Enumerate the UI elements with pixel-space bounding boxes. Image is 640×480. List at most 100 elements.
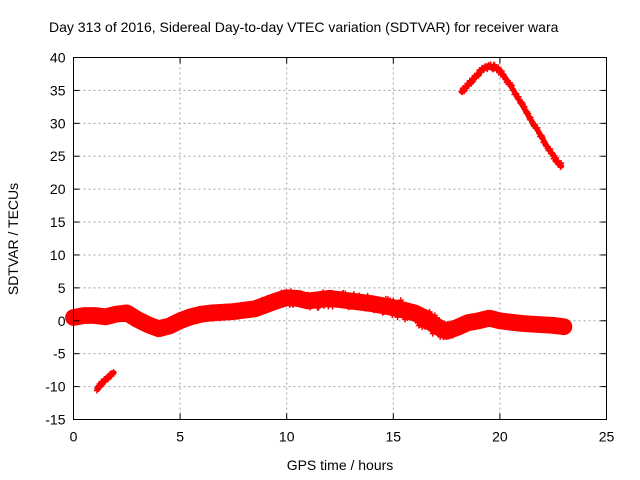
data-point <box>534 124 541 131</box>
data-point <box>519 318 526 325</box>
y-tick-label: 5 <box>58 280 66 296</box>
series-2 <box>458 61 565 171</box>
data-point <box>278 289 285 296</box>
data-point <box>455 326 462 333</box>
data-point <box>277 297 284 304</box>
data-point <box>547 146 554 153</box>
data-point <box>521 104 528 111</box>
y-tick-label: 40 <box>50 50 66 66</box>
data-point <box>556 325 563 332</box>
y-axis-label: SDTVAR / TECUs <box>5 183 21 295</box>
y-tick-label: 30 <box>50 115 66 131</box>
data-point <box>505 317 512 324</box>
data-point <box>416 312 423 319</box>
data-point <box>328 289 335 296</box>
data-point <box>420 311 427 318</box>
data-point <box>146 325 153 332</box>
data-point <box>377 300 384 307</box>
data-point <box>396 309 403 316</box>
data-point <box>350 291 357 298</box>
data-point <box>165 319 172 326</box>
data-point <box>105 309 112 316</box>
data-point <box>275 303 282 310</box>
data-point <box>142 322 149 329</box>
data-point <box>543 325 550 332</box>
data-point <box>109 313 116 320</box>
data-point <box>558 159 565 166</box>
data-point <box>242 308 249 315</box>
data-point <box>302 299 309 306</box>
data-point <box>227 310 234 317</box>
data-point <box>91 315 98 322</box>
data-point <box>267 301 274 308</box>
data-point <box>372 303 379 310</box>
data-point <box>305 291 312 298</box>
y-tick-label: 15 <box>50 214 66 230</box>
data-point <box>206 306 213 313</box>
data-point <box>554 320 561 327</box>
data-point <box>334 292 341 299</box>
data-point <box>241 306 248 313</box>
data-point <box>264 294 271 301</box>
data-point <box>285 297 292 304</box>
data-point <box>364 292 371 299</box>
data-point <box>329 303 336 310</box>
data-point <box>262 302 269 309</box>
data-point <box>422 323 429 330</box>
data-point <box>343 292 350 299</box>
data-point <box>82 310 89 317</box>
x-tick-label: 0 <box>70 429 78 445</box>
data-point <box>355 304 362 311</box>
data-point <box>435 322 442 329</box>
data-point <box>389 311 396 318</box>
data-point <box>412 307 419 314</box>
data-point <box>170 324 177 331</box>
data-point <box>508 82 515 89</box>
data-point <box>233 310 240 317</box>
data-point <box>344 299 351 306</box>
data-point <box>98 310 105 317</box>
data-point <box>110 369 117 376</box>
data-point <box>410 315 417 322</box>
data-point <box>436 316 443 323</box>
data-point <box>388 305 395 312</box>
data-point <box>513 90 520 97</box>
data-point <box>378 304 385 311</box>
data-point <box>326 301 333 308</box>
data-point <box>502 75 509 82</box>
data-point <box>454 329 461 336</box>
data-point <box>324 297 331 304</box>
data-point <box>380 309 387 316</box>
data-point <box>124 309 131 316</box>
x-axis-label: GPS time / hours <box>287 457 394 473</box>
data-point <box>318 295 325 302</box>
data-point <box>448 323 455 330</box>
data-point <box>557 326 564 333</box>
data-point <box>261 298 268 305</box>
plot-frame <box>73 57 607 420</box>
data-point <box>154 324 161 331</box>
data-point <box>323 300 330 307</box>
data-point <box>492 314 499 321</box>
data-point <box>531 121 538 128</box>
data-point <box>312 296 319 303</box>
data-point <box>80 313 87 320</box>
data-point <box>337 300 343 307</box>
data-point <box>415 322 422 329</box>
data-point <box>250 300 257 307</box>
data-point <box>407 314 414 321</box>
data-point <box>319 289 326 296</box>
data-point <box>515 93 522 100</box>
data-point <box>234 313 241 320</box>
data-point <box>559 321 566 328</box>
data-point <box>224 306 231 313</box>
data-point <box>427 311 434 318</box>
series-1 <box>93 369 117 394</box>
grid-lines <box>73 57 607 420</box>
data-point <box>214 314 221 321</box>
data-point <box>147 324 154 331</box>
data-point <box>217 315 224 322</box>
data-point <box>441 325 448 332</box>
data-point <box>196 307 203 314</box>
